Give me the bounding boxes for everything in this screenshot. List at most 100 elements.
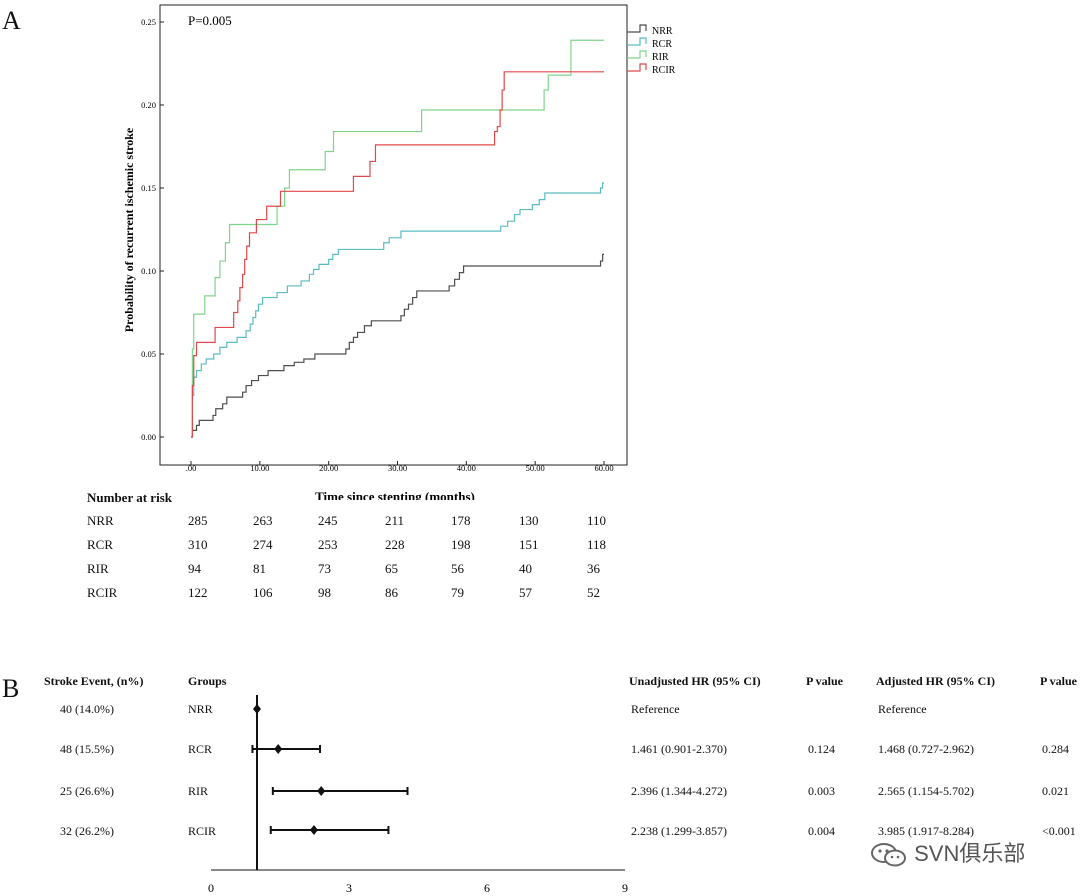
km-y-tick-label: 0.15 [141, 183, 156, 193]
risk-cell: 211 [385, 513, 405, 528]
risk-cell: 40 [519, 561, 532, 576]
forest-hr-marker-rcr [274, 744, 283, 754]
km-y-tick-label: 0.05 [141, 349, 156, 359]
km-y-tick-label: 0.10 [141, 266, 156, 276]
forest-hr-marker-rcir [309, 825, 318, 835]
forest-col-p2: P value [1040, 674, 1078, 688]
forest-adj-cell: 3.985 (1.917-8.284) [878, 824, 974, 838]
risk-cell: 310 [188, 537, 208, 552]
km-series-group [191, 39, 604, 438]
risk-cell: 79 [451, 585, 464, 600]
forest-adj-cell: 1.468 (0.727-2.962) [878, 742, 974, 756]
legend-label-nrr: NRR [652, 26, 673, 37]
forest-x-tick-label: 3 [346, 881, 352, 895]
forest-group-cell: NRR [188, 702, 213, 716]
forest-unadj-cell: 2.238 (1.299-3.857) [631, 824, 727, 838]
km-y-tick-label: 0.25 [141, 17, 156, 27]
watermark-text: SVN俱乐部 [914, 841, 1026, 866]
legend-swatch-nrr [627, 24, 647, 33]
km-legend: NRR RCR RIR RCIR [627, 24, 676, 76]
forest-x-tick-label: 9 [622, 881, 628, 895]
risk-cell: 56 [451, 561, 464, 576]
forest-unadj-cell: 2.396 (1.344-4.272) [631, 784, 727, 798]
km-x-tick-label: 30.00 [388, 463, 407, 473]
forest-group-cell: RCR [188, 742, 213, 756]
forest-event-cell: 40 (14.0%) [60, 702, 114, 716]
legend-label-rcir: RCIR [652, 65, 676, 76]
legend-label-rcr: RCR [652, 39, 672, 50]
km-y-axis: 0.00 0.05 0.10 0.15 0.20 0.25 [141, 17, 164, 442]
risk-cell: 178 [451, 513, 471, 528]
km-y-tick-label: 0.20 [141, 100, 156, 110]
km-x-tick-label: .00 [186, 463, 197, 473]
forest-p1-cell: 0.124 [808, 742, 835, 756]
risk-cell: 263 [253, 513, 273, 528]
forest-p2-cell: 0.284 [1042, 742, 1069, 756]
forest-p2-cell: <0.001 [1042, 824, 1076, 838]
forest-col-adj: Adjusted HR (95% CI) [876, 674, 996, 688]
risk-cell: 110 [587, 513, 607, 528]
risk-table-header: Number at risk [87, 490, 172, 505]
risk-cell: 52 [587, 585, 600, 600]
km-series-nrr [191, 253, 604, 438]
risk-cell: 98 [318, 585, 331, 600]
risk-cell: 94 [188, 561, 201, 576]
forest-p1-cell: 0.004 [808, 824, 835, 838]
risk-cell: 228 [385, 537, 405, 552]
watermark-logo: SVN俱乐部 [870, 836, 1025, 868]
km-x-tick-label: 10.00 [250, 463, 269, 473]
forest-event-cell: 48 (15.5%) [60, 742, 114, 756]
forest-p1-cell: 0.003 [808, 784, 835, 798]
risk-cell: 198 [451, 537, 471, 552]
forest-unadj-cell: Reference [631, 702, 680, 716]
risk-cell: 274 [253, 537, 273, 552]
risk-cell: 65 [385, 561, 398, 576]
forest-hr-marker-nrr [253, 704, 261, 714]
risk-cell: 245 [318, 513, 338, 528]
risk-row-label: NRR [87, 513, 114, 528]
forest-col-event: Stroke Event, (n%) [44, 674, 144, 688]
risk-cell: 81 [253, 561, 266, 576]
risk-row-label: RIR [87, 561, 109, 576]
km-y-tick-label: 0.00 [141, 432, 156, 442]
forest-unadj-cell: 1.461 (0.901-2.370) [631, 742, 727, 756]
km-x-tick-label: 40.00 [457, 463, 476, 473]
forest-adj-cell: Reference [878, 702, 927, 716]
forest-col-group: Groups [188, 674, 227, 688]
km-series-rir [191, 39, 604, 438]
wechat-icon [871, 843, 906, 867]
forest-event-cell: 25 (26.6%) [60, 784, 114, 798]
km-x-label: Time since stenting (months) [315, 489, 475, 500]
forest-x-tick-label: 6 [484, 881, 490, 895]
risk-cell: 253 [318, 537, 338, 552]
risk-cell: 106 [253, 585, 273, 600]
forest-hr-marker-rir [317, 786, 326, 796]
risk-cell: 36 [587, 561, 600, 576]
forest-group-cell: RIR [188, 784, 209, 798]
panel-b-label: B [2, 674, 20, 703]
risk-cell: 118 [587, 537, 607, 552]
risk-cell: 122 [188, 585, 208, 600]
risk-row-label: RCR [87, 537, 114, 552]
forest-col-p1: P value [806, 674, 844, 688]
risk-cell: 73 [318, 561, 331, 576]
legend-swatch-rcir [627, 63, 647, 72]
risk-cell: 285 [188, 513, 208, 528]
forest-col-unadj: Unadjusted HR (95% CI) [629, 674, 761, 688]
forest-p2-cell: 0.021 [1042, 784, 1069, 798]
risk-cell: 86 [385, 585, 398, 600]
forest-group-cell: RCIR [188, 824, 217, 838]
km-series-rcr [191, 182, 604, 438]
legend-swatch-rcr [627, 37, 647, 46]
km-series-rcir [191, 71, 604, 438]
risk-cell: 57 [519, 585, 532, 600]
risk-cell: 130 [519, 513, 539, 528]
km-chart: 0.00 0.05 0.10 0.15 0.20 0.25 .00 10.00 20.00 30… [122, 4, 676, 500]
risk-cell: 151 [519, 537, 539, 552]
forest-adj-cell: 2.565 (1.154-5.702) [878, 784, 974, 798]
forest-x-tick-label: 0 [208, 881, 214, 895]
forest-event-cell: 32 (26.2%) [60, 824, 114, 838]
risk-row-label: RCIR [87, 585, 118, 600]
km-x-tick-label: 60.00 [594, 463, 613, 473]
km-y-label: Probability of recurrent ischemic stroke [122, 127, 136, 332]
